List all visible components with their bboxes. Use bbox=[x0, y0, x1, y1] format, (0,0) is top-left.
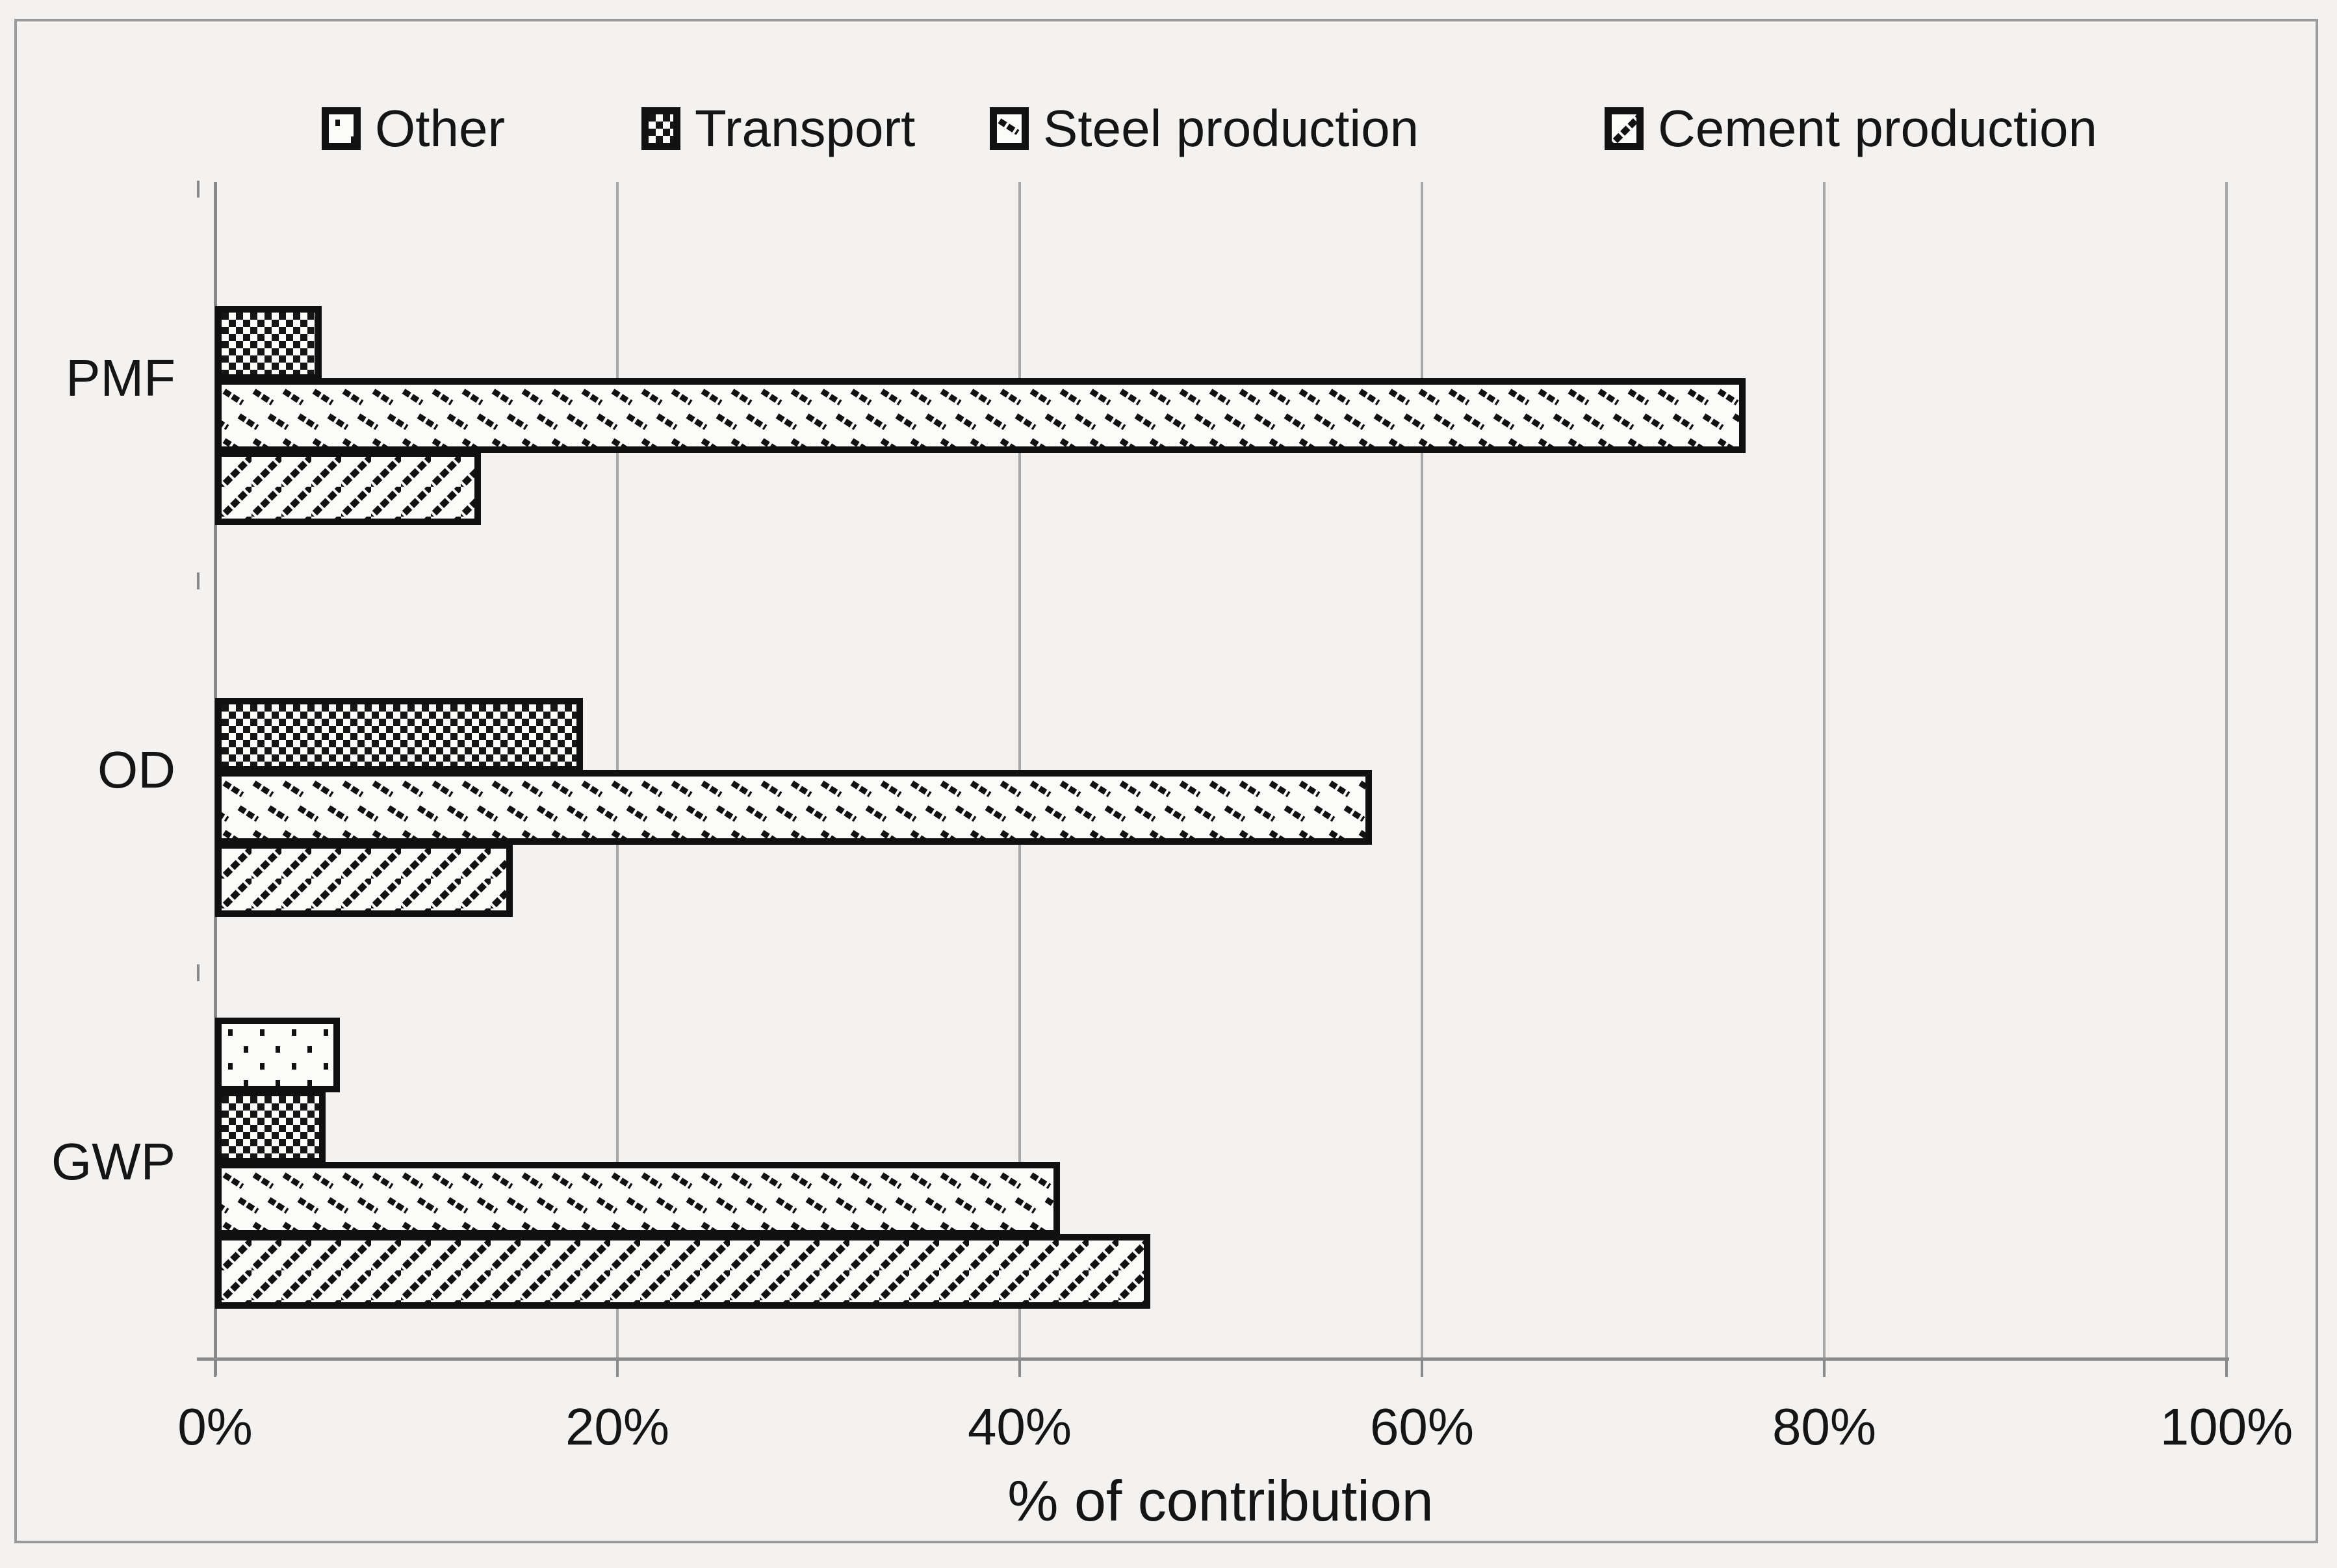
checker-pattern-swatch-icon bbox=[641, 107, 680, 150]
x-axis-tick-60% bbox=[1421, 1361, 1423, 1377]
dots-pattern-swatch-icon bbox=[322, 107, 361, 150]
legend-label: Other bbox=[375, 99, 506, 157]
x-axis-title: % of contribution bbox=[1007, 1469, 1434, 1533]
category-label-OD: OD bbox=[97, 740, 175, 799]
x-axis-tick-80% bbox=[1823, 1361, 1826, 1377]
cement-pattern-swatch-icon bbox=[1605, 107, 1644, 150]
bar-GWP-transport bbox=[215, 1089, 326, 1164]
legend: Other Transport Steel production Cement pro… bbox=[0, 96, 2337, 161]
x-axis-line bbox=[197, 1357, 2229, 1361]
legend-label: Transport bbox=[695, 99, 916, 157]
gridline-80% bbox=[1823, 182, 1826, 1357]
steel-pattern-swatch-icon bbox=[990, 107, 1029, 150]
x-tick-label-40%: 40% bbox=[967, 1398, 1072, 1456]
bar-PMF-steel-production bbox=[215, 378, 1746, 453]
figure-border bbox=[14, 19, 2318, 1543]
legend-item-steel-production[interactable]: Steel production bbox=[990, 96, 1419, 161]
bar-GWP-cement-production bbox=[215, 1233, 1150, 1309]
x-axis-tick-100% bbox=[2225, 1361, 2228, 1377]
legend-item-other[interactable]: Other bbox=[322, 96, 505, 161]
gridline-60% bbox=[1421, 182, 1423, 1357]
legend-label: Cement production bbox=[1658, 99, 2097, 157]
y-axis-tick-2 bbox=[197, 964, 200, 981]
legend-item-cement-production[interactable]: Cement production bbox=[1605, 96, 2097, 161]
x-axis-tick-40% bbox=[1018, 1361, 1021, 1377]
bar-OD-steel-production bbox=[215, 769, 1372, 845]
bar-PMF-cement-production bbox=[215, 450, 481, 525]
bar-GWP-steel-production bbox=[215, 1161, 1060, 1237]
x-tick-label-100%: 100% bbox=[2160, 1398, 2293, 1456]
x-axis-tick-20% bbox=[616, 1361, 619, 1377]
y-axis-tick-0 bbox=[197, 181, 200, 198]
legend-label: Steel production bbox=[1043, 99, 1419, 157]
gridline-100% bbox=[2225, 182, 2228, 1357]
category-label-PMF: PMF bbox=[66, 348, 175, 407]
y-axis-tick-1 bbox=[197, 572, 200, 589]
x-tick-label-20%: 20% bbox=[565, 1398, 670, 1456]
x-tick-label-80%: 80% bbox=[1772, 1398, 1877, 1456]
x-tick-label-0%: 0% bbox=[177, 1398, 253, 1456]
category-label-GWP: GWP bbox=[51, 1132, 175, 1190]
legend-item-transport[interactable]: Transport bbox=[641, 96, 915, 161]
bar-PMF-transport bbox=[215, 305, 322, 381]
bar-GWP-other bbox=[215, 1017, 340, 1092]
x-tick-label-60%: 60% bbox=[1369, 1398, 1475, 1456]
bar-OD-cement-production bbox=[215, 842, 513, 917]
bar-OD-transport bbox=[215, 697, 583, 773]
